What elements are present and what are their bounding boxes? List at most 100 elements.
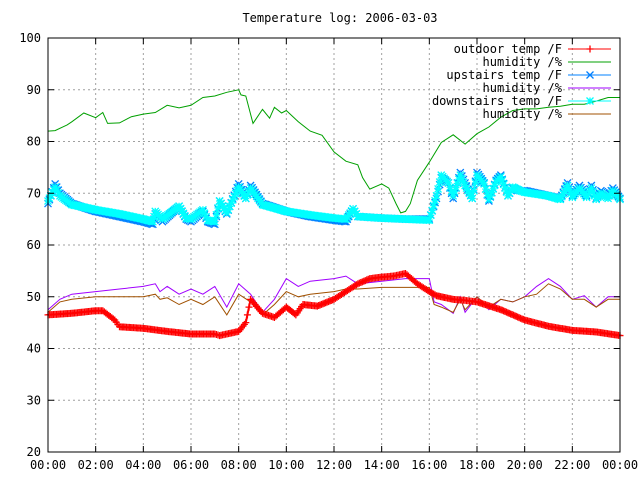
data-point — [219, 204, 228, 213]
data-point — [349, 204, 358, 213]
data-point — [499, 180, 508, 189]
data-point — [590, 191, 599, 200]
data-point — [589, 187, 597, 196]
data-point — [432, 191, 441, 200]
x-tick-label: 18:00 — [459, 458, 495, 472]
y-tick-label: 100 — [19, 31, 41, 45]
data-point — [245, 303, 253, 311]
data-point — [454, 175, 463, 184]
data-point — [559, 189, 568, 198]
data-point — [505, 188, 514, 197]
data-point — [604, 194, 613, 203]
y-tick-label: 70 — [27, 186, 41, 200]
x-tick-label: 08:00 — [221, 458, 257, 472]
data-point — [565, 185, 574, 194]
data-point — [444, 178, 453, 187]
y-tick-label: 20 — [27, 445, 41, 459]
data-point — [230, 192, 239, 201]
data-point — [242, 319, 250, 327]
data-point — [51, 183, 60, 191]
y-tick-label: 30 — [27, 393, 41, 407]
data-point — [498, 176, 507, 185]
series-1 — [47, 89, 620, 214]
series-4 — [44, 171, 624, 226]
data-point — [459, 178, 468, 186]
data-point — [457, 174, 466, 183]
x-tick-label: 06:00 — [173, 458, 209, 472]
data-point — [217, 199, 225, 208]
data-point — [177, 206, 186, 215]
series-3 — [47, 275, 620, 315]
x-axis: 00:00 02:00 04:00 06:00 08:00 10:00 12:00 14:00… — [30, 38, 638, 472]
x-tick-label: 00:00 — [30, 458, 66, 472]
data-point — [245, 187, 253, 196]
y-tick-label: 90 — [27, 83, 41, 97]
data-point — [586, 97, 594, 105]
data-point — [218, 201, 227, 210]
data-point — [471, 178, 480, 187]
y-tick-label: 40 — [27, 342, 41, 356]
data-point — [175, 202, 184, 211]
data-point — [426, 211, 435, 220]
data-point — [243, 191, 252, 199]
data-point — [468, 194, 477, 203]
data-point — [480, 179, 489, 188]
series-line — [47, 89, 620, 214]
data-point — [176, 204, 185, 213]
data-point — [429, 201, 438, 210]
data-point — [584, 190, 593, 199]
data-point — [586, 71, 594, 79]
data-point — [607, 189, 616, 198]
data-point — [496, 172, 505, 181]
data-point — [435, 178, 444, 186]
x-tick-label: 02:00 — [78, 458, 114, 472]
data-point — [243, 311, 251, 319]
y-tick-label: 60 — [27, 238, 41, 252]
data-point — [233, 186, 242, 195]
data-point — [215, 197, 224, 205]
series-line — [47, 275, 620, 315]
data-point — [450, 187, 459, 196]
x-tick-label: 10:00 — [268, 458, 304, 472]
data-point — [469, 186, 478, 195]
data-point — [465, 189, 474, 198]
data-point — [446, 183, 454, 192]
data-point — [198, 205, 207, 214]
data-point — [587, 184, 596, 193]
data-point — [502, 188, 511, 196]
data-point — [45, 194, 54, 203]
data-point — [231, 189, 240, 198]
data-point — [52, 186, 61, 194]
data-point — [227, 199, 236, 208]
x-tick-label: 20:00 — [507, 458, 543, 472]
data-point — [200, 209, 209, 218]
series-layer — [44, 89, 624, 340]
data-point — [490, 181, 499, 190]
data-point — [109, 315, 117, 323]
chart-title: Temperature log: 2006-03-03 — [242, 11, 437, 25]
data-point — [150, 212, 159, 221]
data-point — [428, 206, 437, 215]
data-point — [586, 45, 594, 53]
data-point — [481, 185, 490, 194]
data-point — [225, 202, 234, 211]
data-point — [463, 186, 472, 195]
data-point — [434, 184, 443, 193]
data-point — [456, 171, 465, 180]
legend-label: humidity /% — [483, 81, 563, 95]
legend-label: humidity /% — [483, 107, 563, 121]
data-point — [582, 193, 591, 202]
data-point — [179, 209, 188, 218]
legend-label: humidity /% — [483, 55, 563, 69]
data-point — [222, 208, 231, 217]
data-point — [425, 216, 434, 225]
legend-label: upstairs temp /F — [446, 68, 562, 82]
series-0 — [44, 269, 624, 340]
data-point — [563, 181, 572, 190]
x-tick-label: 22:00 — [554, 458, 590, 472]
data-point — [224, 205, 233, 214]
data-point — [489, 184, 498, 193]
data-point — [214, 203, 222, 212]
data-point — [453, 179, 462, 188]
data-point — [486, 191, 495, 200]
